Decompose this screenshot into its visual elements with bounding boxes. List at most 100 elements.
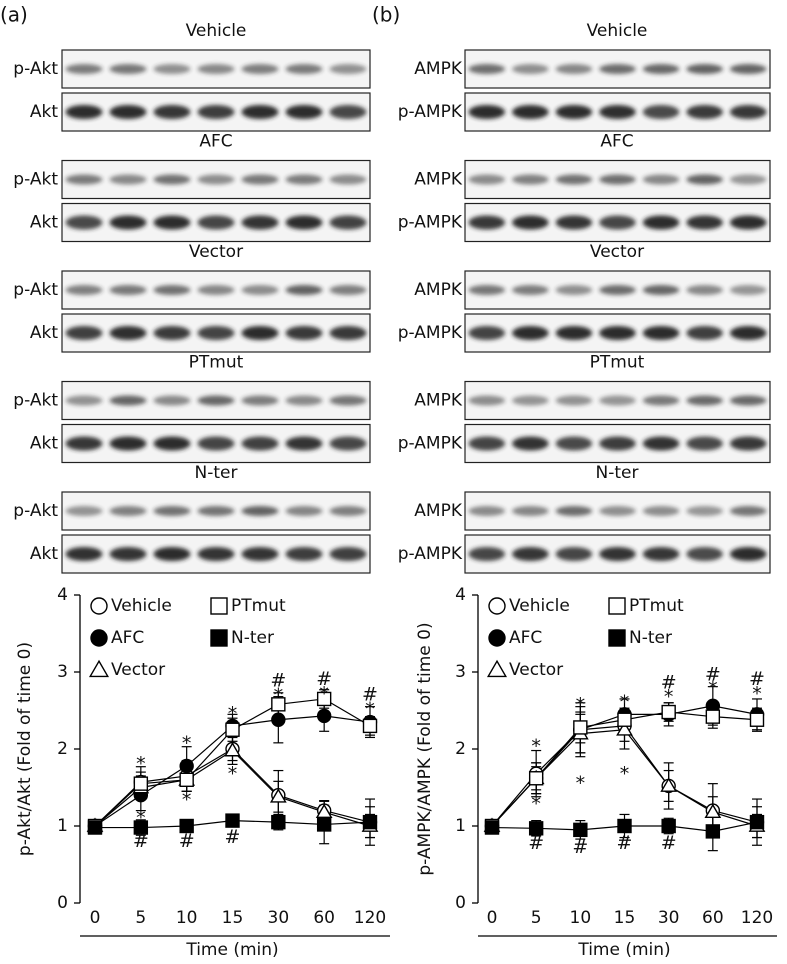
legend-label: AFC <box>509 628 542 648</box>
marker <box>225 722 240 737</box>
x-tick-label: 60 <box>702 908 724 928</box>
blot-band <box>109 326 147 340</box>
blot-band <box>285 105 323 119</box>
blot-row-label: p-Akt <box>13 170 58 190</box>
blot-band <box>109 547 147 561</box>
y-tick-label: 4 <box>57 585 68 605</box>
blot-band <box>197 506 235 516</box>
blot-band <box>241 547 279 561</box>
blot-band <box>65 215 103 230</box>
marker <box>316 708 332 724</box>
blot-band <box>109 436 147 451</box>
annotation: * <box>365 698 375 720</box>
blot-band <box>599 285 636 295</box>
y-axis-label: p-Akt/Akt (Fold of time 0) <box>15 642 35 856</box>
blot-band <box>642 174 680 185</box>
blot-band <box>599 215 636 230</box>
blot-row-label: p-Akt <box>13 280 58 300</box>
annotation: * <box>182 789 192 811</box>
annotation: # <box>749 668 765 690</box>
marker <box>705 824 721 839</box>
blot-band <box>65 326 103 340</box>
panel-label: (b) <box>372 3 400 27</box>
blot-band <box>468 395 506 406</box>
blot-band <box>285 436 323 451</box>
blot-band <box>285 395 323 406</box>
marker <box>316 691 332 707</box>
blot-band <box>512 285 549 295</box>
blot-band <box>65 174 103 185</box>
annotation: * <box>620 763 630 785</box>
blot-band <box>642 285 680 295</box>
blot-row-label: p-Akt <box>13 59 58 79</box>
legend-label: Vehicle <box>111 596 172 616</box>
annotation: * <box>136 753 146 775</box>
blot-row-label: Akt <box>30 213 58 233</box>
blot-band <box>686 506 723 516</box>
blot-band <box>555 285 593 295</box>
blot-band <box>197 64 235 74</box>
x-tick-label: 0 <box>487 908 498 928</box>
blot-band <box>197 285 235 295</box>
blot-band <box>329 105 367 119</box>
blot-band <box>329 395 367 406</box>
marker <box>749 712 765 727</box>
legend-marker <box>90 597 108 615</box>
annotation: # <box>661 832 677 854</box>
blot-band <box>153 436 191 451</box>
blot-title: N-ter <box>596 463 639 483</box>
marker <box>705 709 721 724</box>
annotation: # <box>617 832 633 854</box>
blot-band <box>285 547 323 561</box>
blot-band <box>686 436 723 451</box>
x-tick-label: 10 <box>570 908 592 928</box>
blot-band <box>329 506 367 516</box>
y-tick-label: 2 <box>57 739 68 759</box>
annotation: # <box>316 668 332 690</box>
blot-row-label: AMPK <box>414 59 463 79</box>
blot-band <box>329 215 367 230</box>
blot-band <box>555 215 593 230</box>
blot-row-label: AMPK <box>414 391 463 411</box>
blot-band <box>197 436 235 451</box>
blot-band <box>555 436 593 451</box>
annotation: # <box>661 671 677 693</box>
blot-band <box>642 64 680 74</box>
marker <box>316 817 332 832</box>
blot-band <box>329 285 367 295</box>
legend-marker <box>486 659 508 678</box>
marker <box>133 776 149 791</box>
blot-band <box>599 174 636 185</box>
blot-row-label: AMPK <box>414 280 463 300</box>
blot-band <box>729 506 767 516</box>
blot-band <box>329 547 367 561</box>
blot-band <box>729 436 767 451</box>
y-axis-label: p-AMPK/AMPK (Fold of time 0) <box>415 622 435 875</box>
blot-title: PTmut <box>189 353 244 373</box>
legend-label: Vector <box>111 660 165 680</box>
blot-band <box>197 174 235 185</box>
marker <box>224 741 241 757</box>
blot-band <box>555 326 593 340</box>
marker <box>660 777 678 792</box>
blot-band <box>555 506 593 516</box>
marker <box>528 771 544 786</box>
legend-marker <box>608 597 626 615</box>
marker <box>133 820 149 835</box>
marker <box>528 821 544 836</box>
annotation: * <box>752 683 762 705</box>
legend-marker <box>488 597 506 615</box>
annotation: * <box>228 763 238 785</box>
marker <box>661 704 676 720</box>
blot-title: Vector <box>189 242 243 262</box>
blot-band <box>153 64 191 74</box>
blot-band <box>512 506 549 516</box>
blot-band <box>109 506 147 516</box>
annotation: * <box>576 772 586 794</box>
blot-band <box>153 395 191 406</box>
blot-band <box>468 64 506 74</box>
blot-title: AFC <box>600 132 633 152</box>
marker <box>179 818 194 834</box>
blot-row-label: p-AMPK <box>398 434 463 454</box>
blot-band <box>65 506 103 516</box>
